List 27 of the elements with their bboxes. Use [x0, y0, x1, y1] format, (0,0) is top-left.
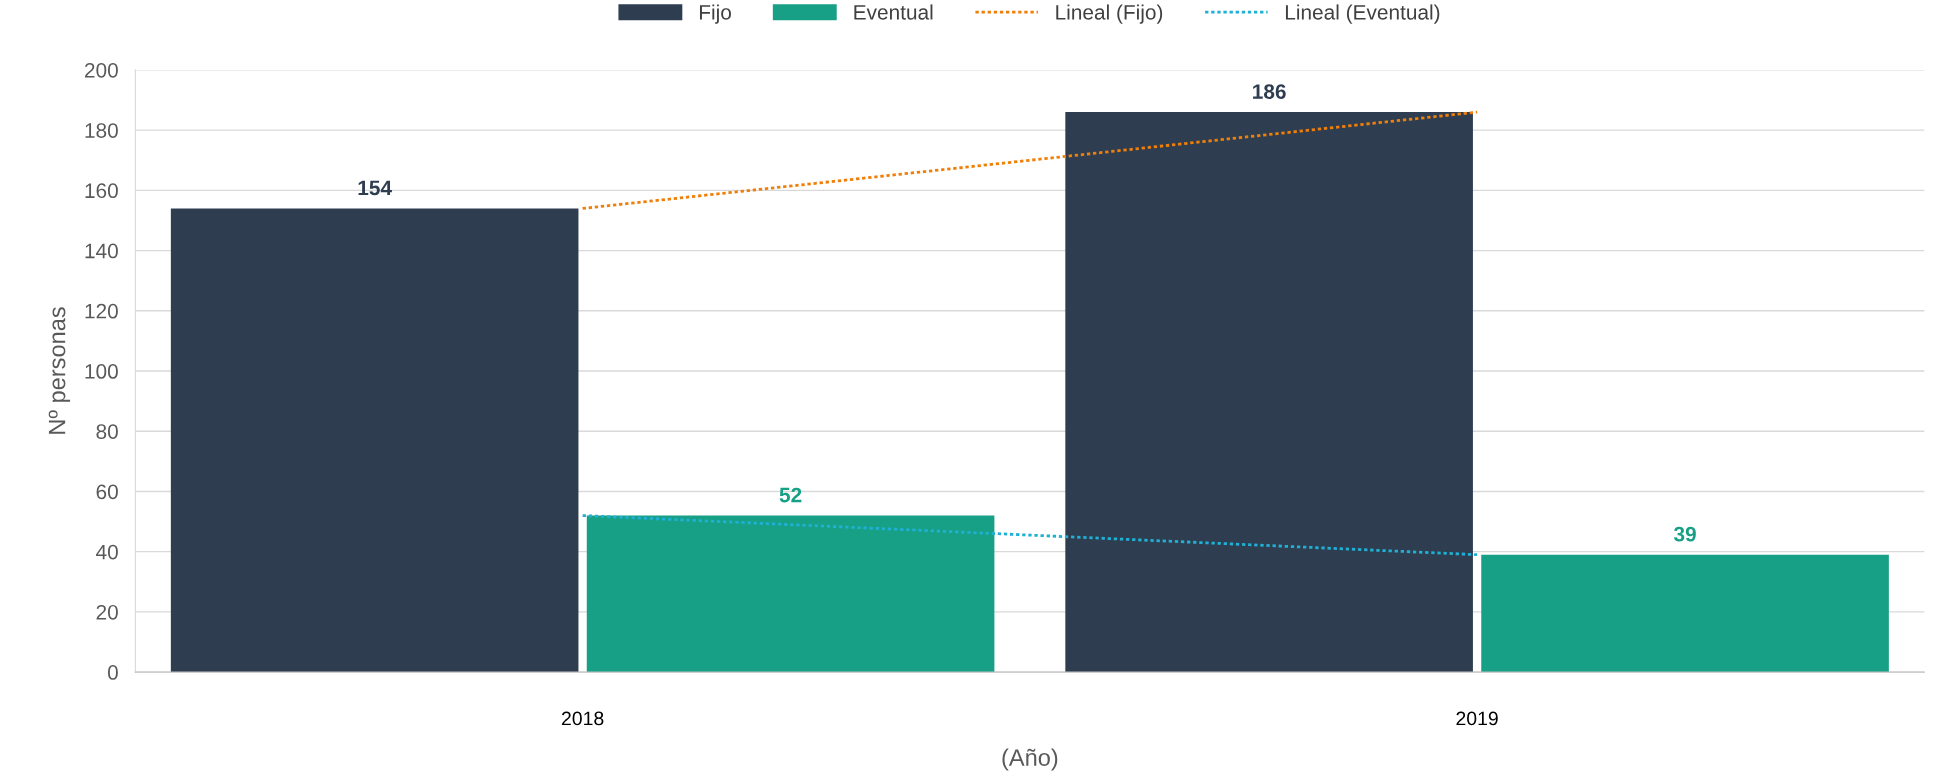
bar	[1065, 112, 1473, 673]
y-tick-label: 60	[96, 484, 118, 500]
y-tick-label: 200	[85, 62, 118, 78]
y-tick-label: 20	[96, 604, 118, 620]
data-label: 39	[1673, 526, 1696, 542]
x-tick-label: 2019	[1456, 711, 1498, 726]
x-tick-label: 2018	[561, 711, 604, 726]
data-label: 52	[779, 487, 802, 503]
y-axis-title: Nº personas	[48, 307, 71, 434]
legend-label: Fijo	[700, 4, 731, 24]
y-tick-label: 40	[96, 544, 118, 560]
y-tick-label: 80	[96, 424, 118, 439]
legend-label: Eventual	[854, 4, 933, 20]
y-tick-label: 100	[85, 364, 118, 379]
legend-label: Lineal (Fijo)	[1056, 4, 1163, 24]
y-tick-label: 140	[85, 243, 118, 259]
y-tick-label: 160	[85, 183, 118, 199]
bar	[586, 515, 995, 673]
y-tick-label: 0	[107, 665, 118, 680]
data-label: 186	[1253, 84, 1286, 99]
bar	[170, 208, 579, 673]
y-tick-label: 120	[85, 303, 118, 319]
legend-label: Lineal (Eventual)	[1285, 4, 1440, 24]
y-tick-label: 180	[85, 123, 118, 138]
bar	[1481, 554, 1889, 673]
data-label: 154	[358, 180, 392, 196]
x-axis-title: (Año)	[1002, 748, 1058, 771]
